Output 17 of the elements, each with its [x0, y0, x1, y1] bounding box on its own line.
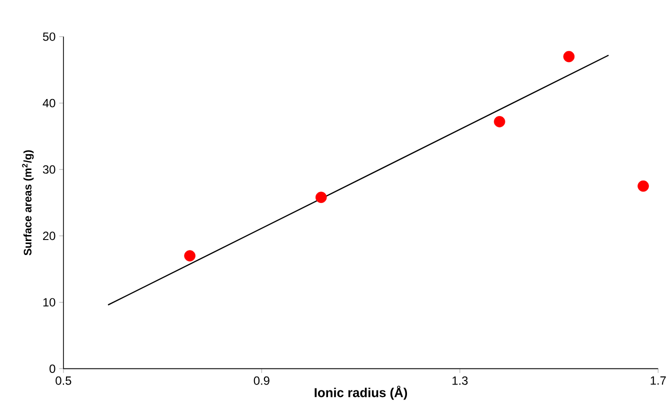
- point: [494, 116, 506, 128]
- x-axis-title: Ionic radius (Å): [314, 386, 408, 400]
- y-tick-label: 0: [50, 364, 56, 373]
- x-tick-label: 0.9: [254, 376, 270, 385]
- x-tick-label: 1.3: [452, 376, 468, 385]
- y-tick-label: 30: [42, 165, 56, 174]
- point: [563, 50, 575, 62]
- x-tick-label: 0.5: [56, 376, 72, 385]
- x-tick-label: 1.7: [650, 376, 666, 384]
- y-tick-label: 40: [42, 98, 56, 108]
- point: [315, 192, 327, 203]
- y-tick-label: 50: [42, 32, 56, 41]
- y-tick-label: 10: [43, 298, 56, 306]
- y-axis-title: Surface areas (m$^{2}$/g): [22, 150, 34, 256]
- y-tick-label: 20: [43, 232, 56, 240]
- point: [184, 250, 196, 262]
- point: [638, 180, 649, 192]
